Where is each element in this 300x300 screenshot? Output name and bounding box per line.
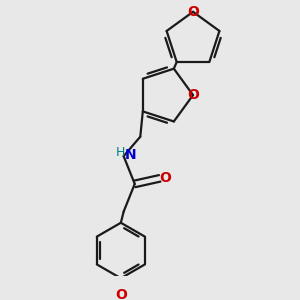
- Text: O: O: [187, 5, 199, 19]
- Text: O: O: [115, 289, 127, 300]
- Text: O: O: [187, 88, 199, 102]
- Text: H: H: [116, 146, 125, 159]
- Text: N: N: [125, 148, 136, 162]
- Text: O: O: [159, 171, 171, 185]
